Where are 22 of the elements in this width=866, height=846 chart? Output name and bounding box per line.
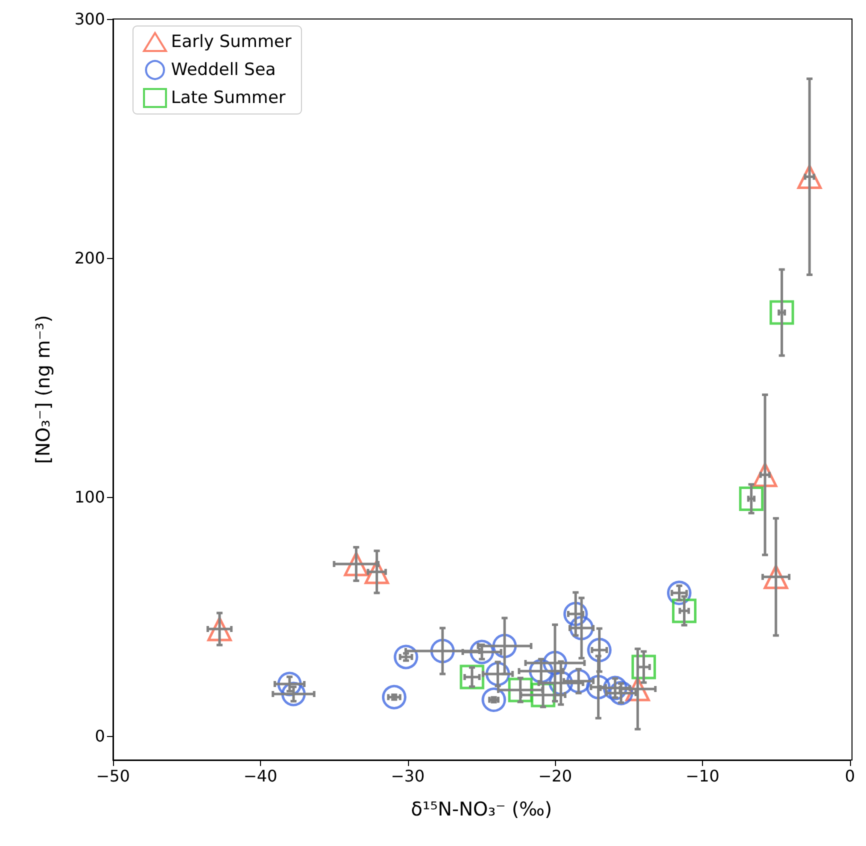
y-tick-label: 0 (94, 726, 105, 746)
legend-label: Weddell Sea (171, 60, 276, 80)
point (482, 688, 506, 712)
y-tick-label: 200 (74, 248, 105, 268)
point (382, 684, 406, 710)
point (770, 300, 794, 325)
x-tick-label: −20 (538, 766, 572, 786)
x-axis-title: δ¹⁵N-NO₃⁻ (‰) (410, 798, 552, 820)
y-axis-title: [NO₃⁻] (ng m⁻³) (32, 315, 54, 464)
legend-label: Late Summer (171, 88, 286, 108)
y-tick-label: 300 (74, 10, 105, 28)
point (394, 644, 418, 670)
x-tick-label: −50 (96, 766, 130, 786)
x-tick-label: −10 (686, 766, 720, 786)
x-tick-label: −40 (244, 766, 278, 786)
y-tick-label: 100 (74, 488, 105, 507)
legend-label: Early Summer (171, 32, 292, 52)
x-tick-label: −30 (390, 766, 425, 786)
x-tick-label: 0 (844, 766, 856, 786)
point (667, 580, 692, 606)
point (739, 486, 764, 511)
point (587, 638, 612, 662)
